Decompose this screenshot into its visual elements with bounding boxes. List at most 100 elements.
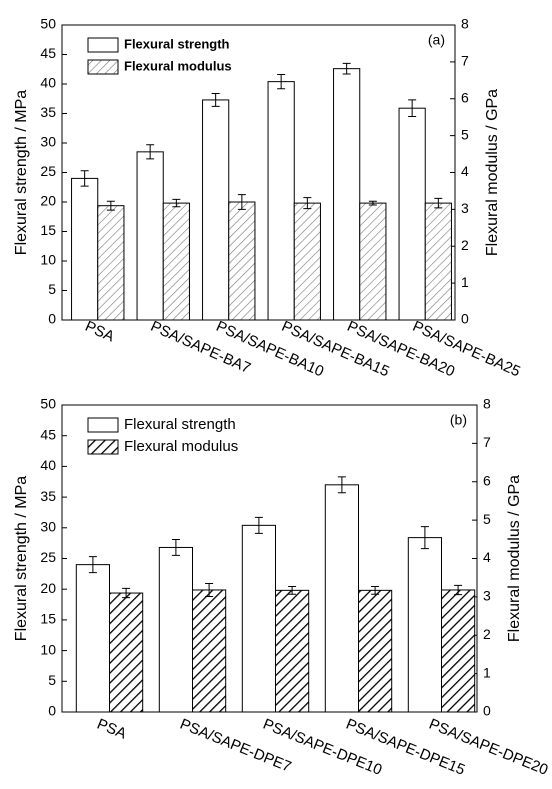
x-tick-label: PSA <box>83 318 117 346</box>
bar <box>75 564 111 713</box>
legend-swatch <box>87 439 119 455</box>
y-tick-label: 40 <box>40 75 56 91</box>
error-bar <box>420 526 429 550</box>
legend-label: Flexural strength <box>124 36 230 51</box>
y2-tick-label: 0 <box>483 703 491 719</box>
error-bar <box>122 587 131 599</box>
y2-tick-label: 3 <box>483 588 491 604</box>
y-tick-label: 5 <box>48 281 56 297</box>
bar <box>441 589 476 713</box>
x-tick-label: PSA <box>95 716 129 743</box>
error-bar <box>106 200 115 211</box>
error-bar <box>237 194 246 210</box>
y2-tick-label: 3 <box>461 200 469 216</box>
legend-label: Flexural modulus <box>124 438 238 455</box>
error-bar <box>434 197 443 209</box>
bar <box>359 202 387 321</box>
y-tick-label: 45 <box>40 426 56 442</box>
error-bar <box>337 476 346 494</box>
y-tick-label: 10 <box>40 641 56 657</box>
y-tick-label: 20 <box>40 193 56 209</box>
bar <box>424 202 452 321</box>
bar <box>333 68 361 321</box>
y-axis-title: Flexural strength / MPa <box>13 90 30 256</box>
y2-tick-label: 1 <box>461 274 469 290</box>
legend-label: Flexural modulus <box>124 58 232 73</box>
bar <box>275 589 310 713</box>
bar <box>293 202 321 321</box>
error-bar <box>371 586 380 595</box>
y-tick-label: 30 <box>40 519 56 535</box>
error-bar <box>342 62 351 75</box>
error-bar <box>303 197 312 210</box>
bar <box>267 81 295 321</box>
x-tick-label: PSA/SAPE-BA25 <box>410 318 523 381</box>
y-tick-label: 50 <box>40 396 56 412</box>
error-bar <box>254 516 263 534</box>
bar <box>358 589 393 713</box>
y-tick-label: 10 <box>40 252 56 268</box>
y-tick-label: 25 <box>40 549 56 565</box>
y2-tick-label: 1 <box>483 664 491 680</box>
y-tick-label: 25 <box>40 163 56 179</box>
y2-tick-label: 6 <box>461 89 469 105</box>
y-tick-label: 35 <box>40 104 56 120</box>
y-tick-label: 5 <box>48 672 56 688</box>
y-tick-label: 0 <box>48 311 56 327</box>
y2-tick-label: 7 <box>483 434 491 450</box>
error-bar <box>205 582 214 597</box>
error-bar <box>368 200 377 206</box>
y2-tick-label: 4 <box>483 549 491 565</box>
bar <box>398 107 426 321</box>
error-bar <box>211 92 220 107</box>
bar <box>71 177 99 321</box>
y2-axis-title: Flexural modulus / GPa <box>506 475 523 642</box>
y2-tick-label: 5 <box>483 511 491 527</box>
legend-swatch <box>87 37 119 53</box>
error-bar <box>80 170 89 187</box>
annotation: (b) <box>450 412 467 428</box>
error-bar <box>172 198 181 208</box>
bar <box>324 484 359 713</box>
legend-swatch <box>87 59 119 75</box>
y-tick-label: 35 <box>40 488 56 504</box>
bar <box>158 546 194 713</box>
y-tick-label: 50 <box>40 16 56 32</box>
bar <box>202 99 230 321</box>
annotation: (a) <box>428 32 445 48</box>
y2-tick-label: 2 <box>483 626 491 642</box>
y2-tick-label: 5 <box>461 126 469 142</box>
legend-swatch <box>87 417 119 433</box>
bar <box>407 537 442 713</box>
error-bar <box>171 538 180 556</box>
error-bar <box>146 144 155 160</box>
y-tick-label: 40 <box>40 457 56 473</box>
y2-tick-label: 0 <box>461 311 469 327</box>
y2-tick-label: 6 <box>483 472 491 488</box>
y2-tick-label: 8 <box>461 16 469 32</box>
y2-tick-label: 8 <box>483 396 491 412</box>
bar <box>109 592 144 713</box>
bar <box>228 201 256 321</box>
error-bar <box>288 586 297 595</box>
y-axis-title: Flexural strength / MPa <box>13 476 30 642</box>
y2-axis-title: Flexural modulus / GPa <box>484 89 501 256</box>
legend-label: Flexural strength <box>124 416 236 433</box>
bar <box>162 202 190 321</box>
bar <box>97 205 125 321</box>
error-bar <box>408 99 417 117</box>
y-tick-label: 0 <box>48 703 56 719</box>
y-tick-label: 30 <box>40 134 56 150</box>
bar <box>136 151 164 321</box>
y2-tick-label: 2 <box>461 237 469 253</box>
y-tick-label: 15 <box>40 611 56 627</box>
bar <box>241 524 277 713</box>
bar <box>192 589 227 713</box>
y-tick-label: 45 <box>40 45 56 61</box>
y2-tick-label: 4 <box>461 163 469 179</box>
error-bar <box>277 74 286 90</box>
y-tick-label: 20 <box>40 580 56 596</box>
y-tick-label: 15 <box>40 222 56 238</box>
error-bar <box>88 556 97 574</box>
